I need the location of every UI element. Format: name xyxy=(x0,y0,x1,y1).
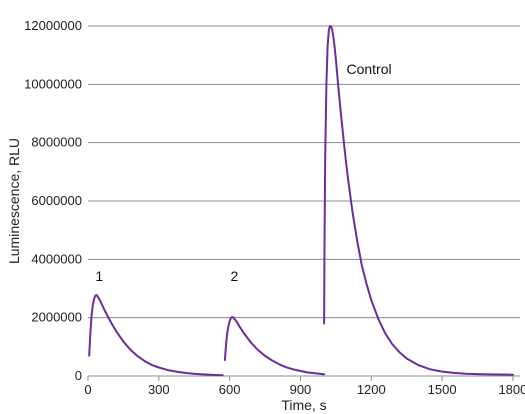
series-line-1 xyxy=(88,293,224,377)
annotation-2: 2 xyxy=(230,268,238,284)
x-tick-label: 1200 xyxy=(357,382,386,397)
y-tick-label: 8000000 xyxy=(31,135,82,150)
y-tick-labels: 0 2000000 4000000 6000000 8000000 10000000 120… xyxy=(24,18,82,383)
annotation-3: Control xyxy=(346,61,391,77)
y-tick-label: 4000000 xyxy=(31,251,82,266)
x-tick-label: 1500 xyxy=(428,382,457,397)
x-tick-label: 900 xyxy=(290,382,312,397)
gridlines xyxy=(88,25,520,319)
y-tick-label: 2000000 xyxy=(31,310,82,325)
annotation-1: 1 xyxy=(95,268,103,284)
y-tick-label: 6000000 xyxy=(31,193,82,208)
x-tick-label: 0 xyxy=(84,382,91,397)
x-axis-title: Time, s xyxy=(281,397,326,413)
x-tick-label: 300 xyxy=(148,382,170,397)
y-axis-title: Luminescence, RLU xyxy=(6,138,22,264)
x-tick-label: 600 xyxy=(219,382,241,397)
y-tick-label: 0 xyxy=(75,368,82,383)
y-tick-label: 10000000 xyxy=(24,76,82,91)
y-tick-label: 12000000 xyxy=(24,18,82,33)
series-lines xyxy=(88,25,514,377)
series-line-3 xyxy=(323,25,514,376)
series-line-2 xyxy=(223,316,326,376)
peak-annotations: 1 2 Control xyxy=(95,61,391,284)
x-tick-labels: 0 300 600 900 1200 1500 1800 xyxy=(84,376,525,397)
x-tick-label: 1800 xyxy=(498,382,525,397)
